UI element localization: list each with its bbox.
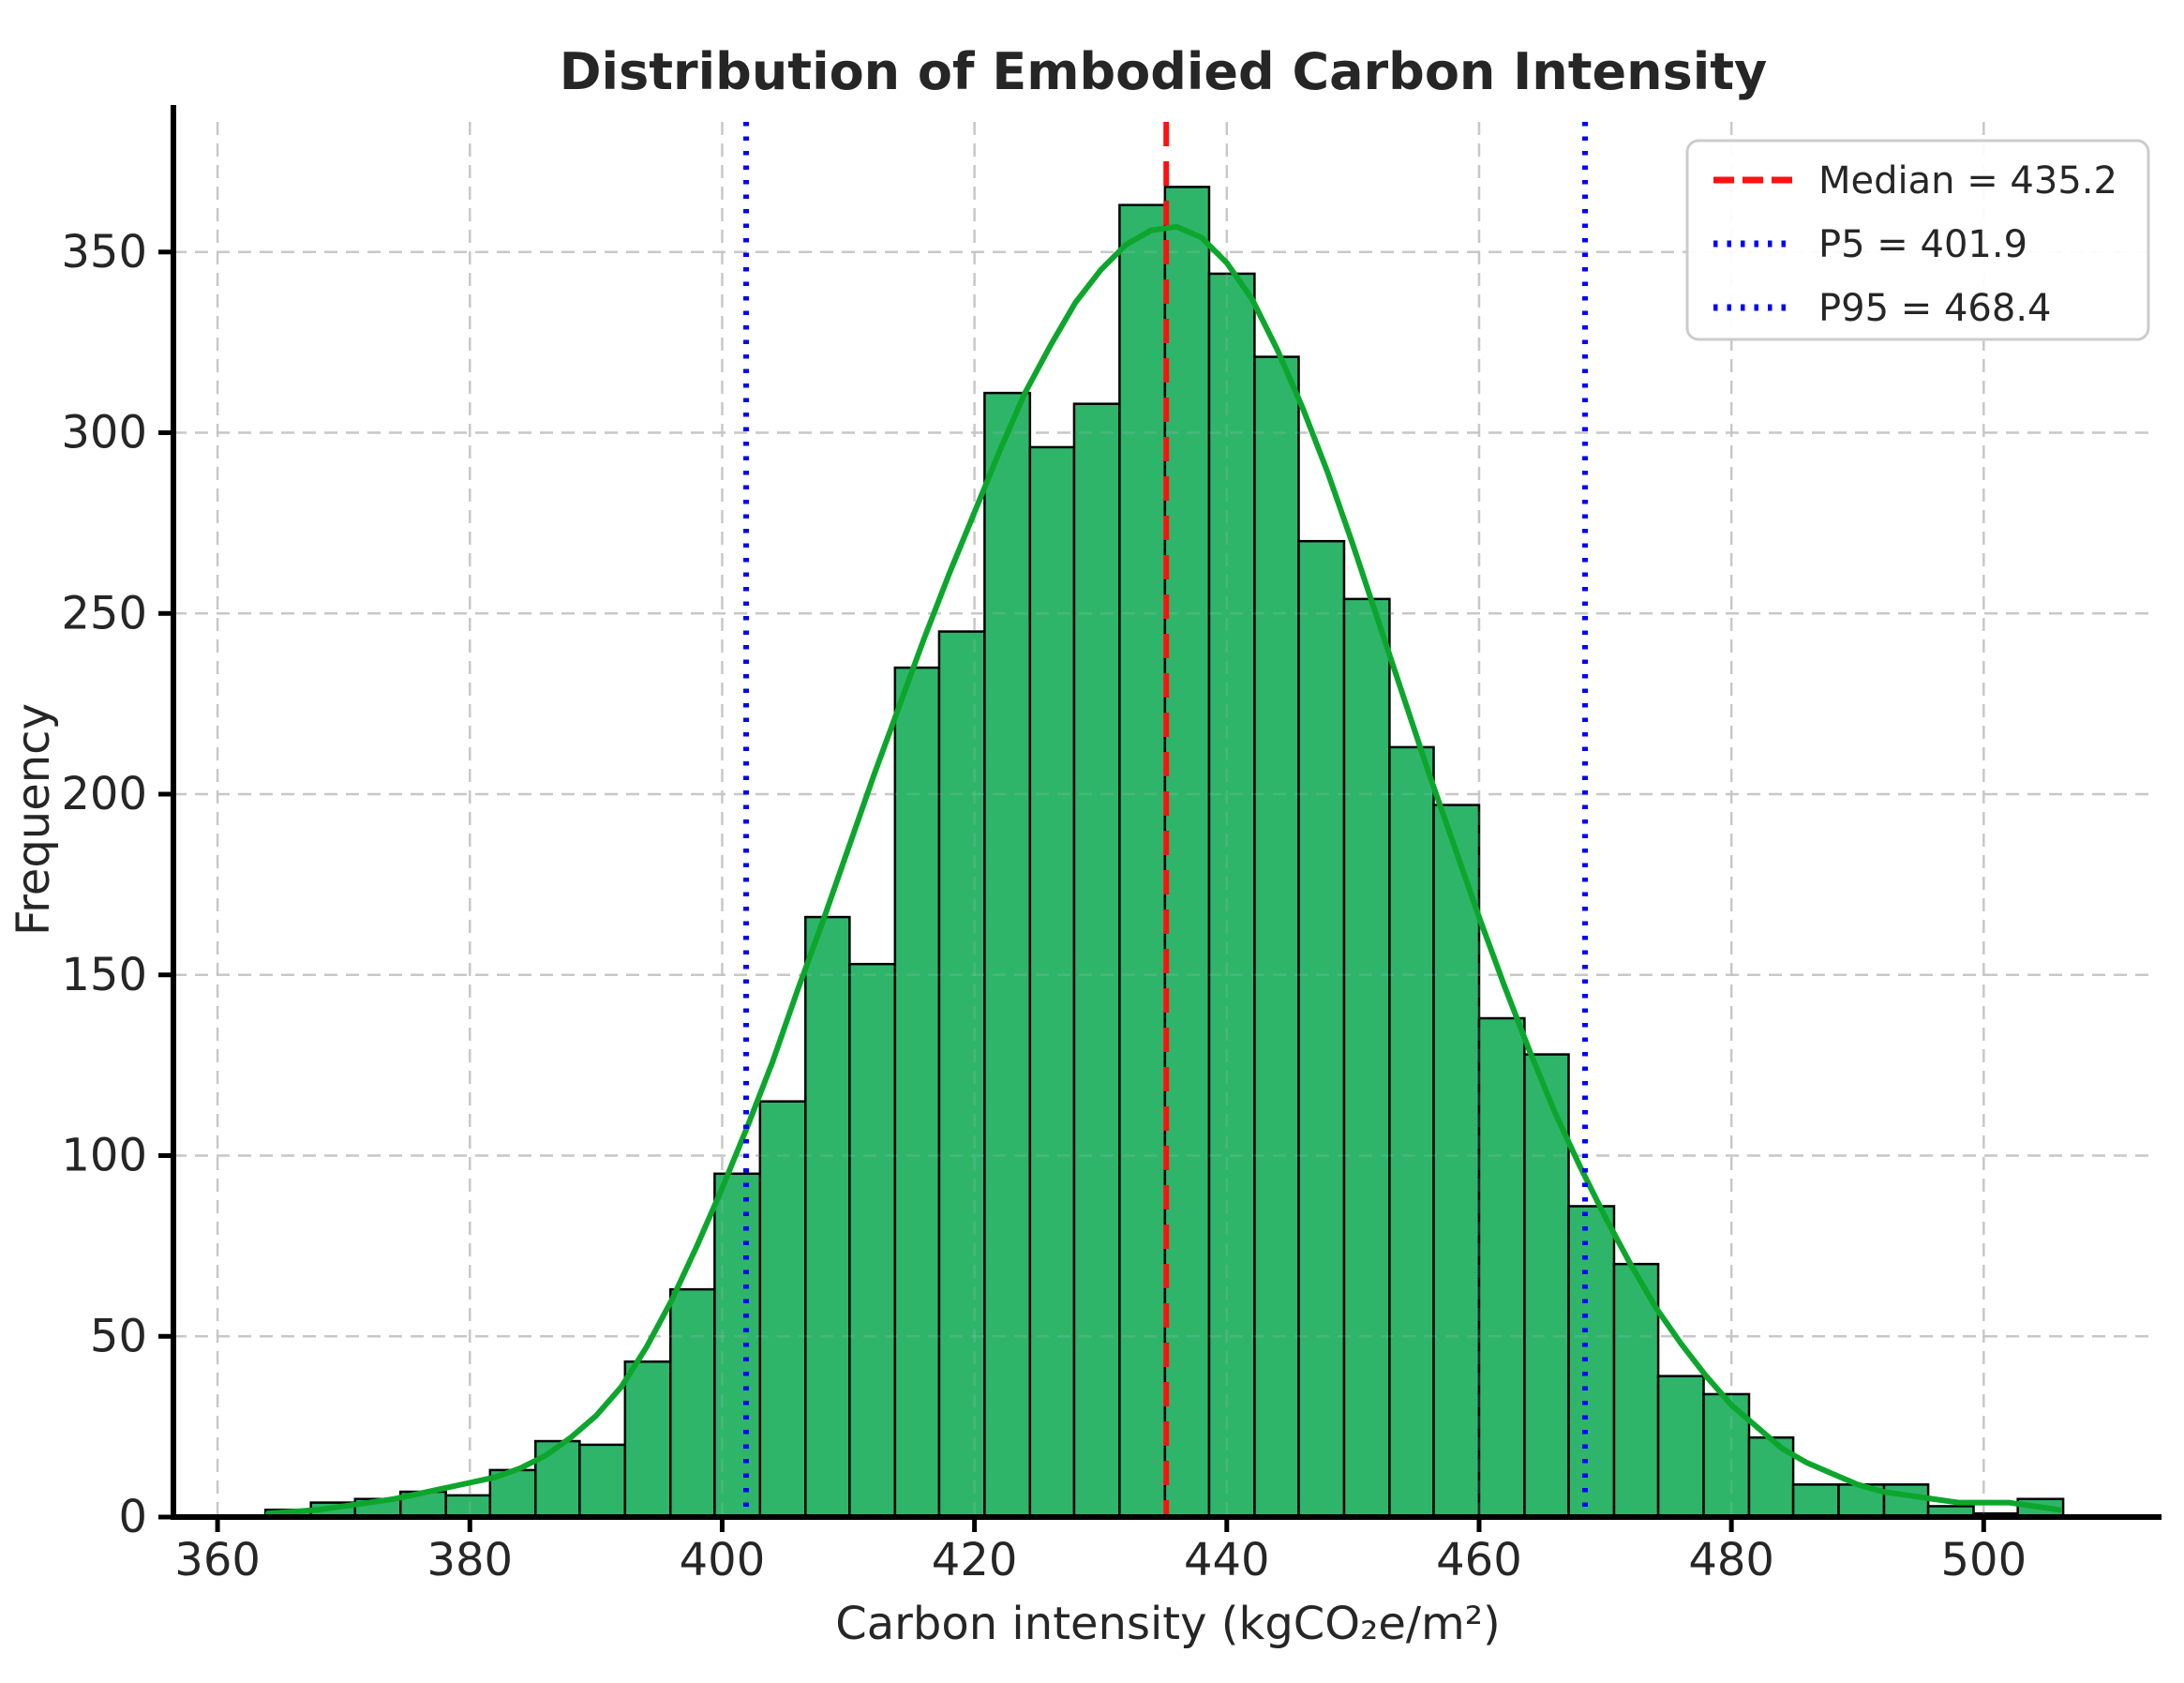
axis-tick-labels: 360 380 400 420 440 460 480 500 0 50 100 150 200 250 3… — [61, 226, 2027, 1586]
histogram-bar — [1072, 402, 1121, 1519]
y-tick-label: 350 — [61, 226, 147, 278]
histogram-bar — [804, 915, 851, 1519]
x-tick-label: 460 — [1436, 1534, 1522, 1586]
y-tick-label: 150 — [61, 949, 147, 1001]
histogram-bar — [444, 1494, 492, 1519]
histogram-bar — [1028, 445, 1076, 1519]
histogram-bar — [534, 1439, 581, 1519]
y-axis-label: Frequency — [7, 703, 60, 936]
histogram-bar — [1388, 745, 1435, 1519]
histogram-bar — [1656, 1375, 1705, 1519]
legend-median-label: Median = 435.2 — [1818, 159, 2117, 203]
kde-line — [264, 223, 2063, 1517]
y-tick-label: 300 — [61, 407, 147, 459]
axis-ticks — [158, 249, 1986, 1532]
y-tick-label: 250 — [61, 587, 147, 639]
histogram-bar — [669, 1287, 716, 1519]
x-tick-label: 500 — [1940, 1534, 2027, 1586]
gridlines-overlay — [173, 122, 2154, 1517]
legend-p5-label: P5 = 401.9 — [1818, 223, 2027, 266]
histogram-bar — [623, 1360, 672, 1519]
histogram-bar — [1207, 272, 1256, 1519]
legend: Median = 435.2 P5 = 401.9 P95 = 468.4 — [1685, 139, 2150, 341]
histogram-bar — [1253, 355, 1300, 1519]
histogram-bar — [758, 1100, 807, 1519]
histogram-bar — [1297, 539, 1346, 1519]
x-tick-label: 420 — [932, 1534, 1018, 1586]
histogram-bar — [848, 962, 897, 1519]
x-axis-label: Carbon intensity (kgCO₂e/m²) — [835, 1598, 1501, 1650]
histogram-bar — [983, 391, 1032, 1519]
legend-p95-label: P95 = 468.4 — [1818, 287, 2051, 330]
y-tick-label: 200 — [61, 768, 147, 820]
histogram-bar — [1118, 203, 1167, 1519]
legend-box — [1685, 139, 2150, 341]
histogram-bar — [1567, 1205, 1616, 1519]
reference-lines — [743, 122, 1589, 1517]
x-tick-label: 380 — [426, 1534, 513, 1586]
histogram-bars — [263, 186, 2065, 1519]
histogram-bar — [1342, 597, 1391, 1519]
histogram-bar — [1432, 804, 1481, 1519]
histogram-bar — [1612, 1262, 1660, 1519]
histogram-bar — [1163, 186, 1211, 1519]
x-tick-label: 440 — [1184, 1534, 1270, 1586]
histogram-bar — [1882, 1483, 1930, 1519]
x-tick-label: 400 — [680, 1534, 766, 1586]
y-tick-label: 0 — [118, 1491, 147, 1543]
y-tick-label: 100 — [61, 1130, 147, 1182]
histogram-bar — [1791, 1483, 1840, 1519]
axes-spines — [171, 105, 2162, 1520]
kde-curve — [264, 223, 2063, 1517]
x-tick-label: 360 — [174, 1534, 261, 1586]
histogram-bar — [937, 630, 986, 1519]
histogram-bar — [1477, 1016, 1526, 1519]
histogram-bar — [578, 1443, 627, 1519]
x-tick-label: 480 — [1688, 1534, 1774, 1586]
chart-title: Distribution of Embodied Carbon Intensit… — [560, 42, 1768, 101]
y-tick-label: 50 — [90, 1310, 147, 1362]
